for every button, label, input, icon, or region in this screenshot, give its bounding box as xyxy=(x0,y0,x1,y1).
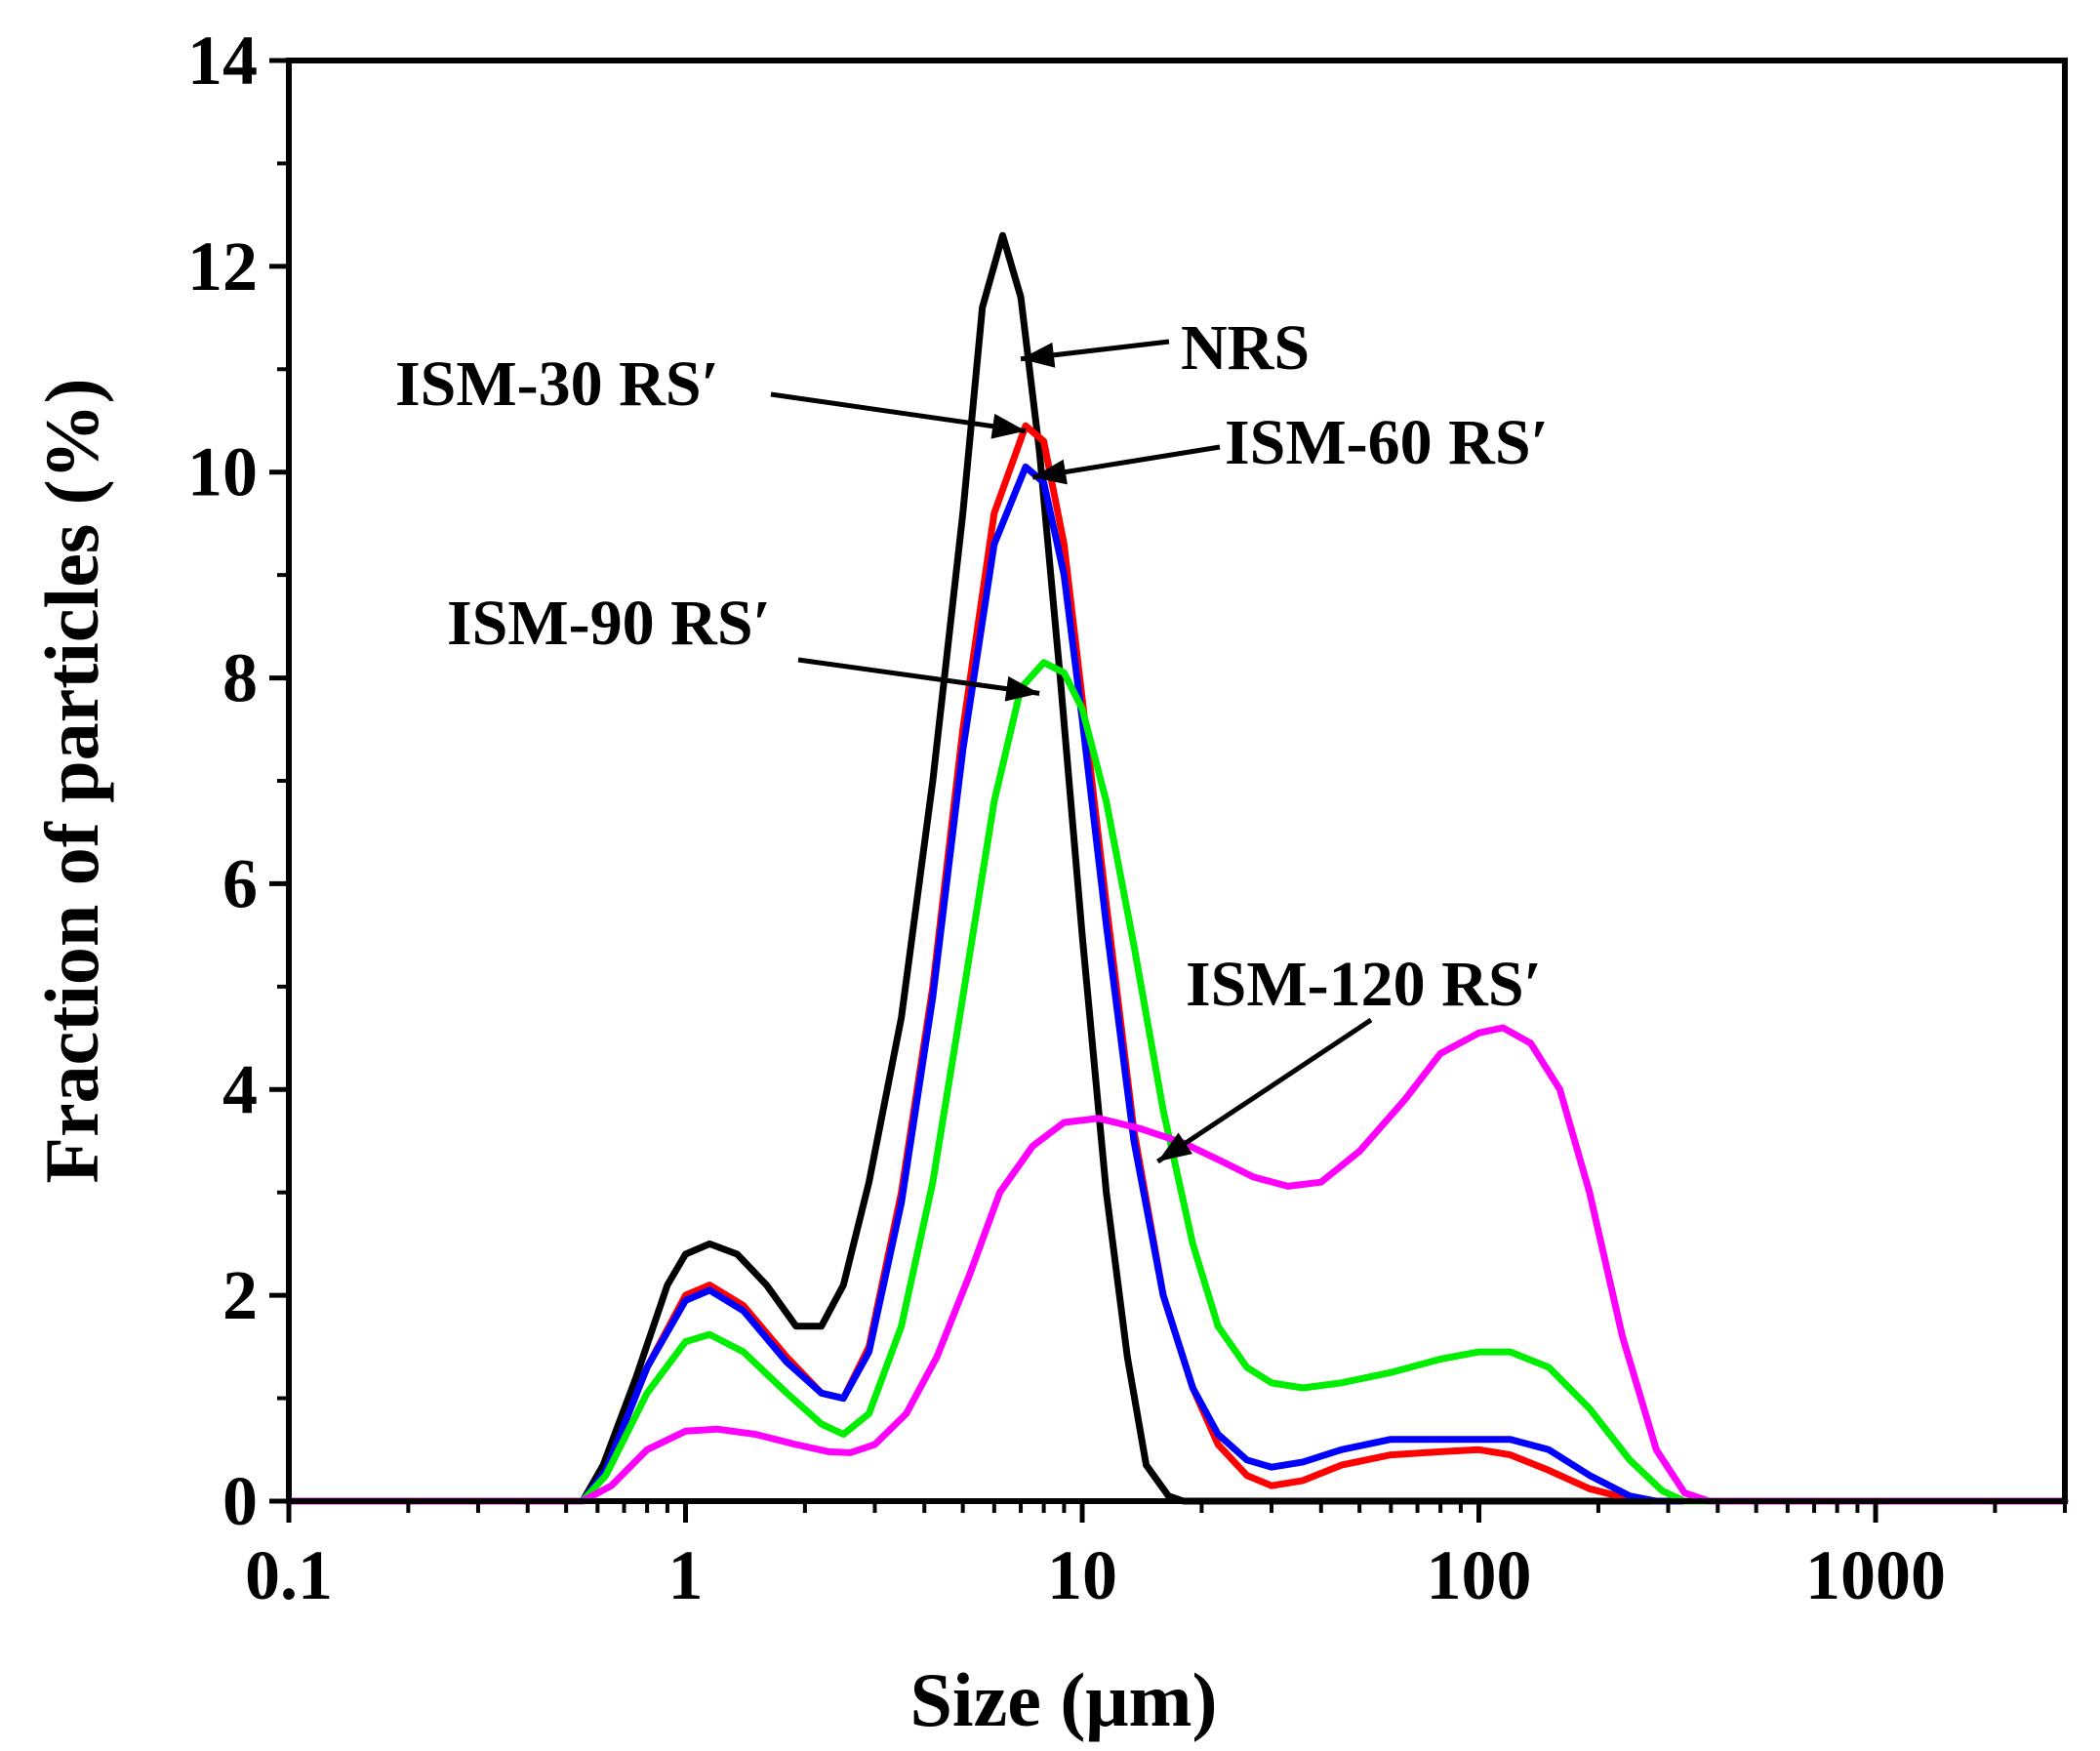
x-tick-label: 0.1 xyxy=(245,1536,333,1614)
annotation-label-4: ISM-120 RS′ xyxy=(1186,949,1542,1020)
annotation-arrowhead-1 xyxy=(990,413,1027,439)
series-line-3 xyxy=(285,659,2069,1505)
series-layer xyxy=(285,231,2069,1505)
y-tick-label: 2 xyxy=(222,1256,258,1334)
y-tick-label: 10 xyxy=(187,433,258,511)
annotation-layer: NRS ISM-30 RS′ ISM-60 RS′ ISM-90 RS′ ISM-120… xyxy=(395,312,1549,1164)
series-line-0 xyxy=(285,231,2069,1505)
x-tick-label: 10 xyxy=(1047,1536,1117,1614)
annotation-label-2: ISM-60 RS′ xyxy=(1225,407,1549,478)
annotation-arrowhead-0 xyxy=(1021,342,1056,368)
annotation-label-3: ISM-90 RS′ xyxy=(447,588,771,659)
x-tick-label: 100 xyxy=(1427,1536,1532,1614)
annotation-arrow-4 xyxy=(1156,1017,1373,1164)
y-tick-label: 12 xyxy=(187,227,258,305)
annotation-arrowhead-2 xyxy=(1032,459,1068,485)
tick-layer: 0 2 4 6 8 10 12 14 0.1 1 10 100 1000 xyxy=(187,21,2067,1614)
y-tick-label: 8 xyxy=(222,639,258,717)
annotation-arrow-1 xyxy=(770,391,1027,434)
annotation-arrow-3 xyxy=(797,657,1040,696)
y-tick-label: 6 xyxy=(222,844,258,922)
series-line-4 xyxy=(285,1024,2069,1505)
y-tick-label: 4 xyxy=(222,1050,258,1128)
annotation-arrowhead-3 xyxy=(1004,675,1040,702)
x-tick-label: 1000 xyxy=(1805,1536,1946,1614)
y-tick-label: 0 xyxy=(222,1462,258,1540)
x-axis-title: Size (μm) xyxy=(910,1657,1218,1742)
annotation-label-0: NRS xyxy=(1181,312,1310,384)
y-tick-label: 14 xyxy=(187,21,258,100)
y-axis-title: Fraction of particles (%) xyxy=(29,378,114,1183)
annotation-label-1: ISM-30 RS′ xyxy=(395,348,719,420)
annotation-arrowhead-4 xyxy=(1157,1132,1192,1162)
x-tick-label: 1 xyxy=(668,1536,704,1614)
